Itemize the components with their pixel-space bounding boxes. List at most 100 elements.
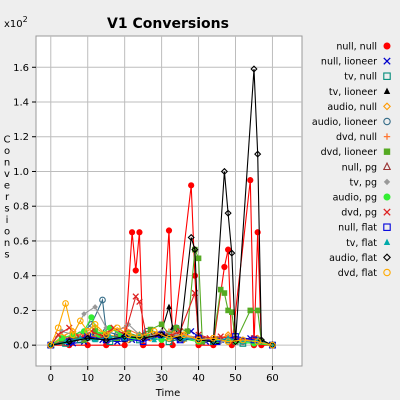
data-point-dvd-lioneer [184, 328, 191, 335]
data-point-dvd-lioneer [225, 307, 231, 314]
legend-item-tv-pg: tv, pg [350, 177, 391, 188]
legend-marker [383, 72, 391, 80]
y-tick-label: 0.6 [13, 236, 29, 247]
legend-marker [383, 268, 391, 277]
plot-area [35, 35, 303, 367]
data-point-audio-flat [139, 334, 147, 342]
data-point-null-null [221, 263, 228, 271]
legend-marker [383, 42, 391, 50]
y-multiplier: x102 [4, 15, 28, 30]
legend-marker [383, 238, 391, 245]
y-tick-label: 0.8 [13, 202, 29, 213]
y-tick-label: 1.4 [13, 98, 29, 109]
data-point-tv-flat [107, 333, 113, 339]
data-point-audio-flat [65, 338, 73, 346]
legend-label: tv, flat [346, 238, 377, 249]
data-point-tv-lioneer [166, 303, 172, 310]
legend-label: dvd, null [336, 132, 377, 143]
data-point-audio-pg [88, 314, 95, 321]
legend-label: audio, null [327, 102, 377, 113]
data-point-tv-pg [81, 311, 87, 317]
legend-marker [383, 57, 391, 65]
y-tick-label: 1.0 [13, 167, 29, 178]
data-point-null-null [140, 342, 147, 349]
series-dvd-flat [47, 300, 276, 349]
data-point-dvd-lioneer [92, 328, 98, 335]
series-line-audio-flat [50, 68, 273, 346]
data-point-dvd-flat [54, 324, 62, 332]
x-tick-label: 30 [155, 373, 168, 384]
data-point-audio-flat [254, 150, 262, 158]
legend: null, null null, lioneer tv, null tv, lione… [312, 42, 392, 279]
legend-item-tv-lioneer: tv, lioneer [329, 87, 391, 98]
x-tick-label: 20 [118, 373, 131, 384]
y-tick-label: 1.2 [13, 132, 29, 143]
data-point-null-null [132, 267, 139, 274]
data-point-null-null [136, 229, 143, 236]
legend-item-audio-pg: audio, pg [333, 193, 391, 204]
legend-item-audio-flat: audio, flat [329, 253, 391, 264]
data-point-dvd-lioneer [247, 307, 254, 314]
legend-item-audio-lioneer: audio, lioneer [312, 117, 391, 128]
legend-label: tv, null [344, 72, 377, 83]
y-tick-label: 0.0 [13, 341, 29, 352]
data-point-dvd-flat [150, 327, 158, 335]
legend-label: audio, pg [333, 193, 377, 204]
data-point-audio-lioneer [99, 296, 106, 304]
legend-label: tv, lioneer [329, 87, 377, 98]
data-point-dvd-flat [239, 336, 247, 344]
data-point-dvd-flat [254, 338, 262, 346]
legend-label: tv, pg [350, 177, 377, 188]
chart-title: V1 Conversions [107, 16, 229, 32]
legend-item-null-pg: null, pg [342, 161, 392, 173]
legend-item-null-lioneer: null, lioneer [321, 57, 391, 68]
data-point-dvd-lioneer [217, 286, 224, 293]
legend-label: null, pg [342, 162, 377, 173]
legend-marker [383, 87, 391, 94]
data-point-dvd-lioneer [147, 326, 154, 333]
legend-marker [383, 208, 391, 216]
legend-label: dvd, pg [341, 208, 377, 219]
legend-label: dvd, flat [338, 268, 378, 279]
legend-marker [383, 133, 391, 140]
x-axis-label: Time [155, 388, 180, 399]
legend-item-audio-null: audio, null [327, 102, 391, 113]
legend-label: audio, lioneer [312, 117, 377, 128]
data-point-dvd-lioneer [158, 321, 165, 328]
data-point-tv-flat [121, 334, 128, 341]
series-layer [47, 65, 277, 349]
y-tick-label: 0.2 [13, 306, 29, 317]
data-point-dvd-flat [91, 320, 99, 328]
legend-marker [383, 193, 391, 201]
data-point-dvd-lioneer [173, 324, 180, 331]
data-point-dvd-flat [47, 341, 55, 349]
data-point-dvd-flat [62, 300, 69, 307]
data-point-tv-flat [151, 336, 158, 343]
legend-label: null, lioneer [321, 57, 377, 68]
data-point-dvd-flat [180, 331, 188, 339]
data-point-audio-flat [84, 334, 92, 342]
legend-item-dvd-flat: dvd, flat [338, 268, 391, 279]
x-tick-label: 40 [192, 373, 205, 384]
data-point-null-null [188, 182, 195, 189]
data-point-null-null [165, 227, 173, 234]
legend-item-dvd-lioneer: dvd, lioneer [321, 147, 391, 158]
data-point-null-null [121, 342, 128, 349]
data-point-audio-flat [191, 246, 199, 254]
legend-label: dvd, lioneer [321, 147, 378, 158]
data-point-dvd-flat [76, 317, 84, 325]
data-point-dvd-lioneer [229, 309, 235, 315]
legend-item-dvd-null: dvd, null [336, 132, 391, 143]
data-point-tv-pg [92, 304, 98, 310]
legend-item-dvd-pg: dvd, pg [341, 208, 391, 219]
data-point-audio-flat [102, 336, 110, 344]
data-point-dvd-flat [136, 333, 143, 340]
legend-label: null, flat [338, 223, 377, 234]
data-point-dvd-flat [165, 334, 173, 342]
legend-marker [382, 161, 392, 171]
data-point-dvd-flat [84, 327, 92, 335]
data-point-null-null [169, 342, 176, 349]
legend-marker [383, 148, 391, 155]
